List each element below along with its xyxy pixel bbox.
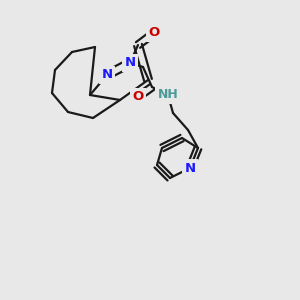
Text: N: N	[184, 161, 196, 175]
Text: N: N	[124, 56, 136, 70]
Text: O: O	[132, 91, 144, 103]
Text: NH: NH	[158, 88, 178, 101]
Text: N: N	[101, 68, 112, 82]
Text: O: O	[148, 26, 160, 40]
